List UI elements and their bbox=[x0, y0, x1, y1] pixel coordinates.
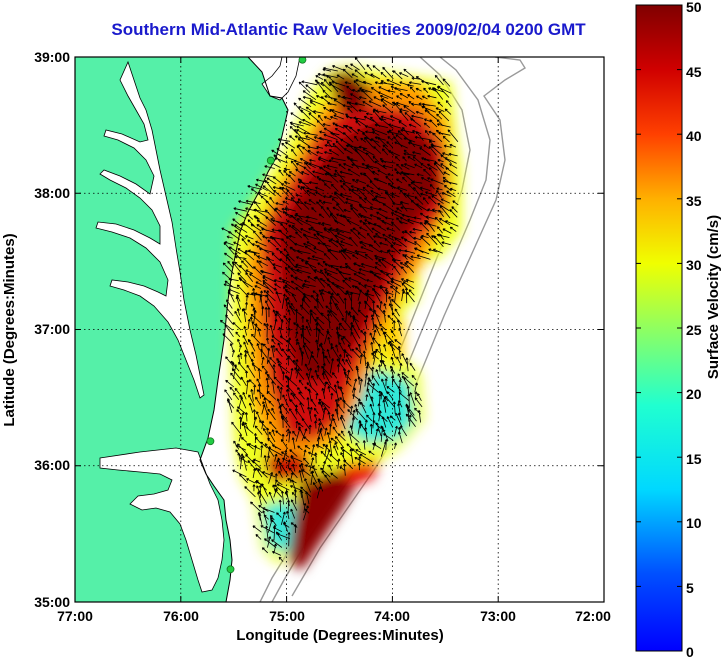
pamlico-sound bbox=[99, 447, 225, 593]
map-title: Southern Mid-Atlantic Raw Velocities 200… bbox=[111, 20, 586, 39]
x-tick-label: 77:00 bbox=[57, 608, 93, 624]
colorbar-tick-label: 45 bbox=[686, 64, 702, 80]
colorbar-tick-label: 50 bbox=[686, 0, 702, 15]
y-tick-label: 35:00 bbox=[34, 594, 70, 610]
velocity-vector-set bbox=[219, 57, 459, 562]
station-marker bbox=[266, 156, 275, 165]
colorbar-tick-label: 20 bbox=[686, 386, 702, 402]
colorbar-tick-label: 10 bbox=[686, 515, 702, 531]
x-tick-label: 76:00 bbox=[163, 608, 199, 624]
colorbar-tick-label: 15 bbox=[686, 451, 702, 467]
colorbar-tick-label: 30 bbox=[686, 257, 702, 273]
y-axis-title: Latitude (Degrees:Minutes) bbox=[1, 233, 18, 426]
axis-ticks bbox=[74, 56, 605, 603]
y-tick-label: 36:00 bbox=[34, 457, 70, 473]
x-axis-title: Longitude (Degrees:Minutes) bbox=[236, 627, 444, 644]
y-tick-label: 39:00 bbox=[34, 49, 70, 65]
colorbar-ticks bbox=[636, 4, 682, 652]
delaware-bay bbox=[261, 57, 301, 101]
velocity-arrows bbox=[219, 57, 459, 562]
y-tick-label: 38:00 bbox=[34, 185, 70, 201]
colorbar bbox=[635, 4, 683, 652]
colorbar-title: Surface Velocity (cm/s) bbox=[705, 215, 722, 379]
station-marker bbox=[226, 565, 235, 574]
colorbar-tick-label: 35 bbox=[686, 193, 702, 209]
coastline bbox=[199, 57, 289, 602]
station-marker bbox=[298, 57, 307, 64]
colorbar-tick-label: 0 bbox=[686, 644, 694, 659]
colorbar-tick-label: 5 bbox=[686, 580, 694, 596]
colorbar-tick-label: 25 bbox=[686, 322, 702, 338]
y-tick-label: 37:00 bbox=[34, 321, 70, 337]
grid-lines bbox=[75, 57, 604, 602]
chesapeake-bay bbox=[95, 60, 205, 399]
station-marker bbox=[206, 437, 215, 446]
colorbar-tick-label: 40 bbox=[686, 128, 702, 144]
x-tick-label: 74:00 bbox=[374, 608, 410, 624]
x-tick-label: 73:00 bbox=[480, 608, 516, 624]
hf-radar-stations bbox=[206, 57, 307, 574]
x-tick-label: 72:00 bbox=[575, 608, 611, 624]
x-tick-label: 75:00 bbox=[269, 608, 305, 624]
